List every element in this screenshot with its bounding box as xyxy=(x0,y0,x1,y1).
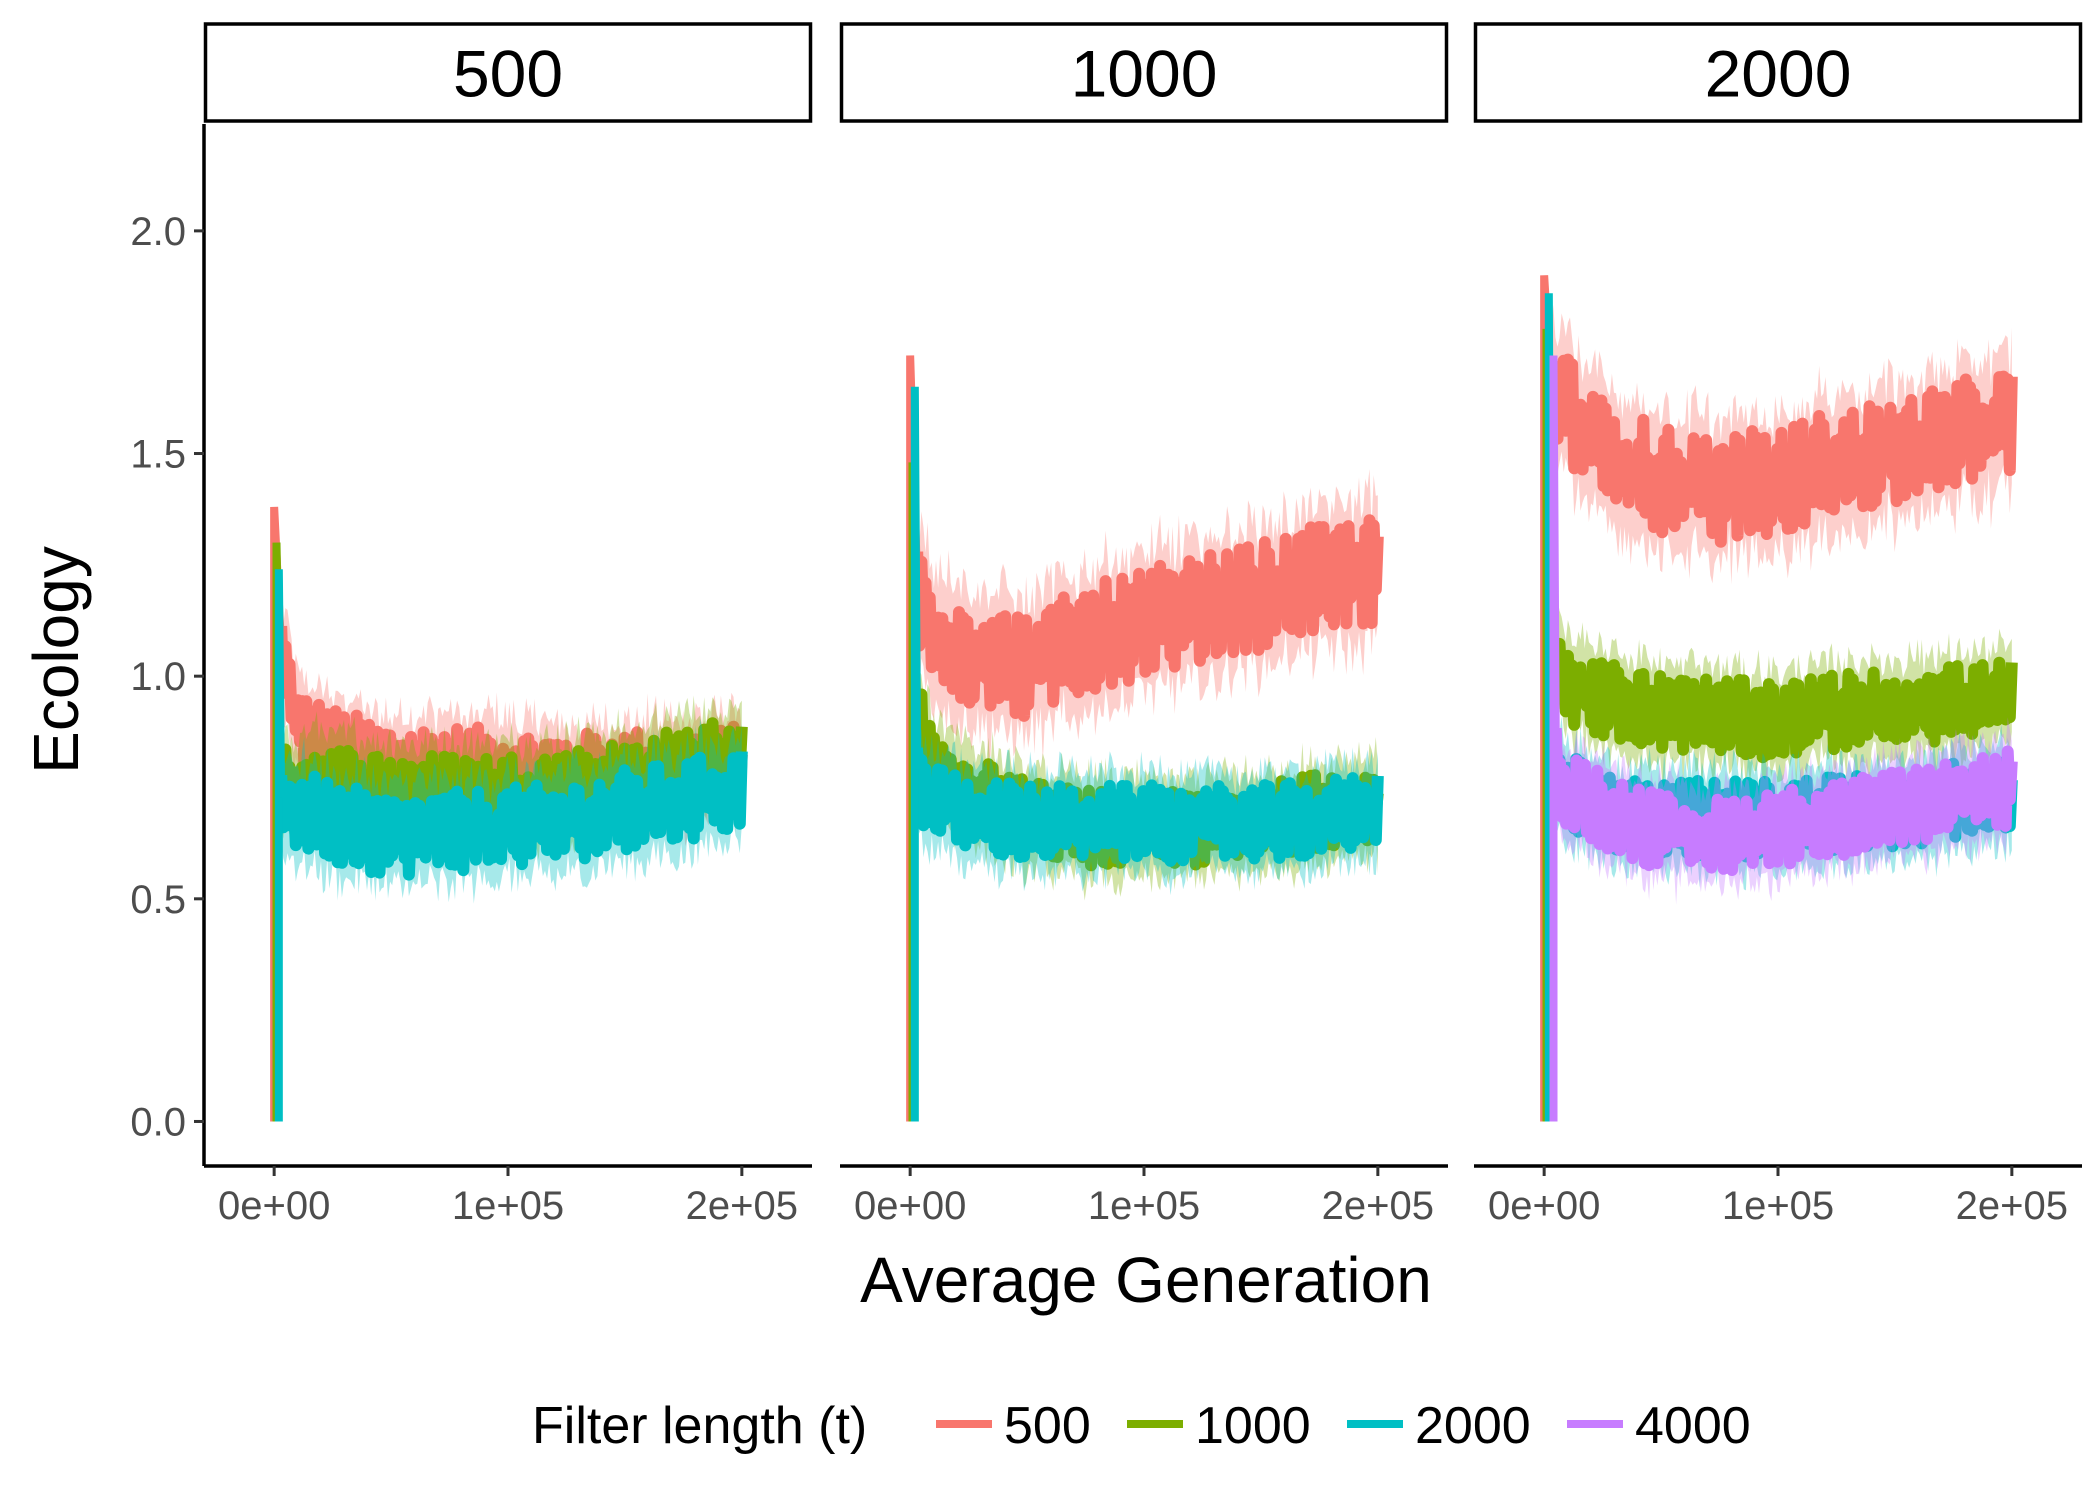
x-tick-label: 2e+05 xyxy=(1956,1184,2068,1228)
x-tick-label: 2e+05 xyxy=(1322,1184,1434,1228)
legend-entry-500: 500 xyxy=(936,1397,1091,1455)
x-tick-label: 1e+05 xyxy=(452,1184,564,1228)
series-2000-4000 xyxy=(1549,355,2018,1122)
series-1000-2000 xyxy=(910,386,1384,1122)
y-tick-label: 2.0 xyxy=(130,210,186,254)
y-tick-label: 1.5 xyxy=(130,433,186,477)
facet-strip-label: 2000 xyxy=(1705,37,1852,111)
y-axis-title: Ecology xyxy=(20,546,92,774)
facet-panel-1000: 1000 0e+00 1e+05 2e+05 xyxy=(839,22,1449,1228)
series-group-500 xyxy=(270,506,748,1122)
facet-panels: 500 0.0 0.5 1.0 1.5 2.0 0e+00 1e+05 2e+05 1000 0e+… xyxy=(130,22,2083,1228)
series-group-1000 xyxy=(906,355,1384,1122)
facet-strip-label: 500 xyxy=(453,37,563,111)
line-500-2000 xyxy=(275,751,748,881)
facet-strip-500 xyxy=(203,22,813,123)
legend-label-500: 500 xyxy=(1004,1397,1091,1455)
x-tick-label: 0e+00 xyxy=(854,1184,966,1228)
facet-panel-2000: 2000 0e+00 1e+05 2e+05 xyxy=(1473,22,2083,1228)
legend-label-4000: 4000 xyxy=(1635,1397,1751,1455)
facet-panel-500: 500 0.0 0.5 1.0 1.5 2.0 0e+00 1e+05 2e+05 xyxy=(130,22,813,1228)
legend: Filter length (t) 500 1000 2000 4000 xyxy=(532,1397,1751,1455)
line-1000-500 xyxy=(911,514,1384,722)
x-tick-label: 0e+00 xyxy=(1488,1184,1600,1228)
spike-1000-2000 xyxy=(910,386,922,1122)
x-tick-label: 1e+05 xyxy=(1722,1184,1834,1228)
line-1000-2000 xyxy=(911,747,1384,867)
series-500-2000 xyxy=(274,569,748,1122)
facet-strip-label: 1000 xyxy=(1071,37,1218,111)
series-1000-500 xyxy=(906,355,1384,1122)
x-tick-label: 1e+05 xyxy=(1088,1184,1200,1228)
y-tick-label: 1.0 xyxy=(130,655,186,699)
facet-strip-1000 xyxy=(839,22,1449,123)
x-tick-label: 2e+05 xyxy=(686,1184,798,1228)
legend-entry-1000: 1000 xyxy=(1127,1397,1311,1455)
legend-label-1000: 1000 xyxy=(1195,1397,1311,1455)
legend-entry-2000: 2000 xyxy=(1347,1397,1531,1455)
line-2000-500 xyxy=(1545,353,2018,548)
x-axis-title: Average Generation xyxy=(860,1244,1432,1316)
line-2000-4000 xyxy=(1549,727,2018,876)
legend-entry-4000: 4000 xyxy=(1567,1397,1751,1455)
legend-title: Filter length (t) xyxy=(532,1397,867,1455)
legend-label-2000: 2000 xyxy=(1415,1397,1531,1455)
x-tick-label: 0e+00 xyxy=(218,1184,330,1228)
line-2000-1000 xyxy=(1545,637,2018,764)
series-group-2000 xyxy=(1540,275,2018,1122)
y-tick-label: 0.0 xyxy=(130,1100,186,1144)
y-tick-label: 0.5 xyxy=(130,878,186,922)
spike-2000-4000 xyxy=(1549,355,1560,1122)
spike-500-2000 xyxy=(274,569,286,1122)
facet-strip-2000 xyxy=(1473,22,2083,123)
